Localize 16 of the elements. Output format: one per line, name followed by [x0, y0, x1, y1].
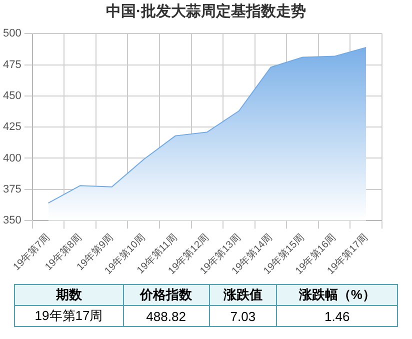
y-tick-label: 450 [2, 90, 22, 102]
text: 488.82 [123, 306, 210, 326]
text: 1.46 [276, 306, 398, 326]
y-tick-label: 375 [2, 183, 22, 196]
y-tick-label: 475 [2, 58, 22, 71]
text: 7.03 [209, 306, 277, 326]
text: 涨跌值 [209, 284, 277, 306]
y-tick-label: 425 [2, 121, 22, 134]
y-tick-label: 500 [2, 28, 22, 40]
text: 19年第17周 [14, 306, 124, 326]
text: 涨跌幅（%） [276, 284, 398, 306]
y-tick-label: 350 [2, 214, 22, 227]
text: 价格指数 [123, 284, 210, 306]
text: 期数 [14, 284, 124, 306]
chart-title: 中国·批发大蒜周定基指数走势 [105, 2, 307, 22]
y-tick-label: 400 [2, 152, 22, 164]
